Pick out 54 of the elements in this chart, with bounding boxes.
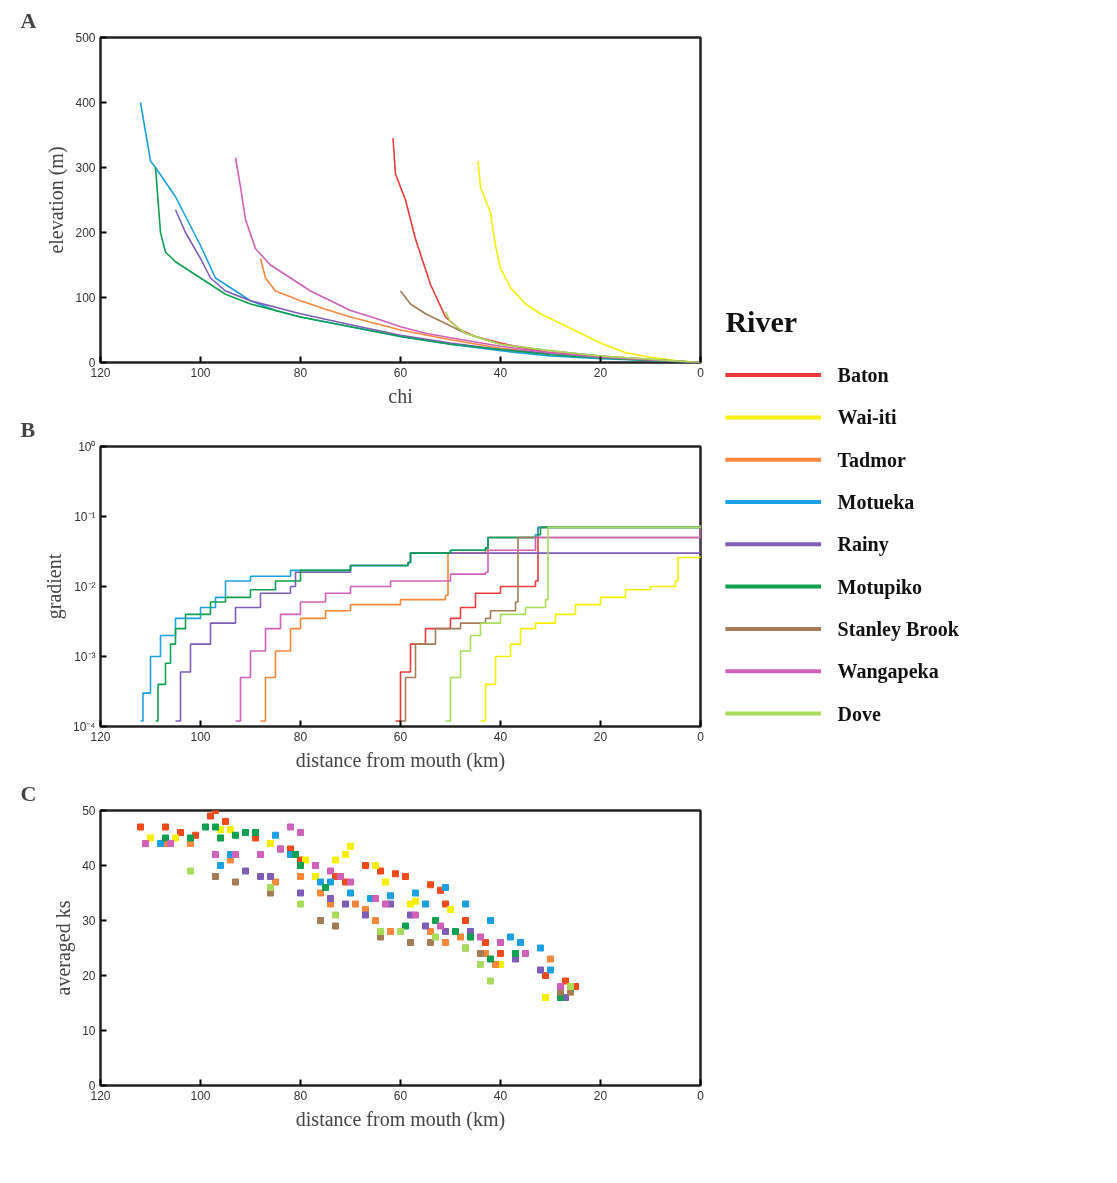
- x-tick-label: 60: [393, 1088, 408, 1103]
- chart-title: C: [20, 780, 37, 806]
- x-axis-title: distance from mouth (km): [295, 1107, 506, 1131]
- legend-label: Baton: [837, 364, 889, 387]
- x-tick-label: 40: [493, 1088, 508, 1103]
- y-tick-label: 500: [75, 31, 96, 45]
- x-tick-label: 0: [697, 729, 705, 744]
- x-tick-label: 20: [593, 729, 608, 744]
- legend-label: Tadmor: [837, 448, 906, 471]
- chart-title: B: [20, 416, 36, 442]
- x-tick-label: 20: [593, 1088, 608, 1103]
- x-tick-label: 100: [190, 729, 211, 744]
- x-axis-title: distance from mouth (km): [295, 748, 506, 772]
- y-tick-label: 20: [82, 969, 96, 983]
- legend-title: River: [725, 304, 798, 338]
- y-axis-title: gradient: [43, 553, 66, 620]
- chart-title: A: [20, 7, 37, 33]
- legend-label: Wai-iti: [837, 406, 897, 429]
- x-tick-label: 100: [190, 1088, 211, 1103]
- y-axis-title: elevation (m): [45, 146, 69, 254]
- y-tick-label: 40: [82, 859, 96, 873]
- y-tick-label: 0: [88, 1079, 96, 1093]
- x-tick-label: 80: [293, 365, 308, 380]
- y-tick-label: 100: [75, 291, 96, 305]
- y-tick-label: 10: [82, 1024, 96, 1038]
- legend-label: Motupiko: [837, 575, 923, 599]
- y-tick-label: 0: [88, 356, 96, 370]
- y-tick-label: 300: [75, 161, 96, 175]
- x-tick-label: 40: [493, 365, 508, 380]
- y-tick-label: 30: [82, 914, 96, 928]
- x-axis-title: chi: [388, 384, 414, 407]
- x-tick-label: 0: [697, 1088, 705, 1103]
- legend-label: Wangapeka: [837, 660, 939, 684]
- y-tick-label: 10⁻²: [74, 579, 96, 594]
- y-tick-label: 10⁻¹: [74, 509, 96, 524]
- legend-label: Motueka: [837, 491, 915, 513]
- y-tick-label: 400: [75, 96, 96, 110]
- x-tick-label: 80: [293, 1088, 308, 1103]
- y-tick-label: 200: [75, 226, 96, 240]
- x-tick-label: 20: [593, 365, 608, 380]
- legend-label: Rainy: [837, 533, 889, 557]
- x-tick-label: 60: [393, 729, 408, 744]
- x-tick-label: 0: [697, 365, 705, 380]
- y-tick-label: 10⁻³: [74, 649, 96, 664]
- y-axis-title: averaged ks: [52, 900, 76, 996]
- x-tick-label: 120: [90, 729, 111, 744]
- x-tick-label: 40: [493, 729, 508, 744]
- y-tick-label: 10⁰: [78, 439, 96, 454]
- x-tick-label: 80: [293, 729, 308, 744]
- x-tick-label: 100: [190, 365, 211, 380]
- legend-label: Stanley Brook: [837, 617, 960, 641]
- legend-label: Dove: [837, 702, 882, 725]
- x-tick-label: 60: [393, 365, 408, 380]
- y-tick-label: 50: [82, 804, 96, 818]
